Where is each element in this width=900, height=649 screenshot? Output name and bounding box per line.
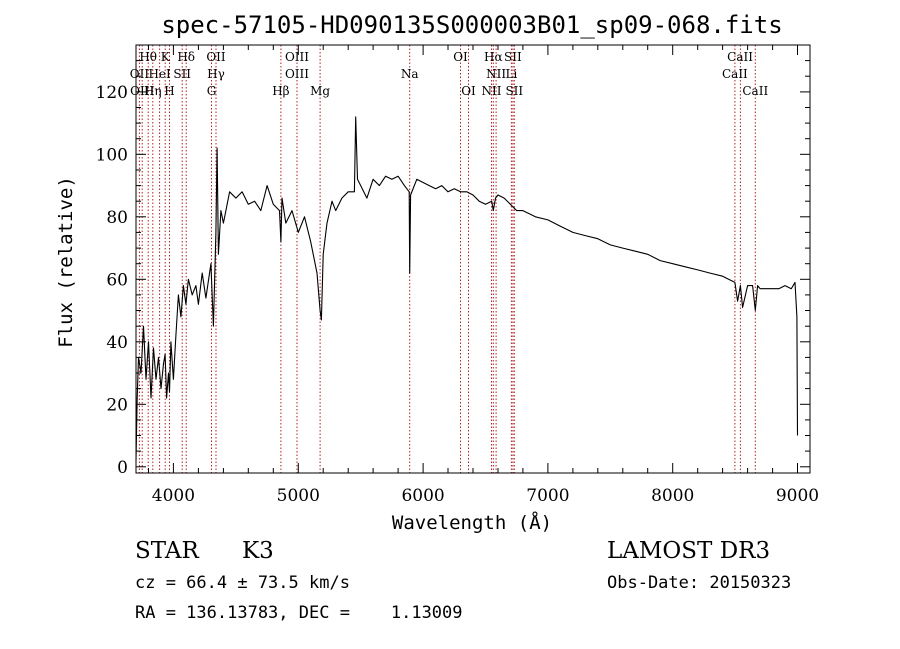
x-tick-label: 5000 (277, 486, 320, 506)
line-label: OIII (285, 50, 309, 64)
line-label: OI (461, 84, 476, 98)
survey-name: LAMOST DR3 (607, 538, 771, 564)
line-label: CaII (722, 67, 748, 81)
x-tick-label: 9000 (776, 486, 819, 506)
line-label: Li (505, 67, 517, 81)
line-label: K (161, 50, 171, 64)
axes: 4000 5000 6000 7000 8000 9000 0 20 40 60 80 100 120 (96, 45, 819, 506)
line-label: OII (130, 67, 150, 81)
y-tick-label: 80 (106, 208, 128, 228)
line-label: Hγ (207, 67, 225, 81)
x-axis-label: Wavelength (Å) (392, 511, 552, 534)
line-label: CaII (742, 84, 768, 98)
y-tick-label: 40 (106, 333, 128, 353)
x-tick-label: 7000 (526, 486, 569, 506)
line-label: NII (486, 67, 506, 81)
line-label: H (164, 84, 174, 98)
coordinates-text: RA = 136.13783, DEC = 1.13009 (135, 603, 463, 623)
y-tick-label: 60 (106, 270, 128, 290)
line-label: G (207, 84, 217, 98)
line-label: Hα (484, 50, 503, 64)
x-tick-label: 4000 (152, 486, 195, 506)
y-axis-label: Flux (relative) (55, 176, 77, 348)
spectrum-line (135, 116, 799, 461)
plot-frame (135, 44, 811, 474)
chart-title: spec-57105-HD090135S000003B01_sp09-068.f… (161, 11, 782, 39)
y-tick-label: 0 (117, 458, 128, 478)
spectral-line-markers (138, 45, 756, 473)
y-tick-label: 20 (106, 395, 128, 415)
line-label: Hθ (139, 50, 157, 64)
line-label: SII (505, 84, 523, 98)
line-label: Hη (144, 84, 162, 98)
line-label: SII (173, 67, 191, 81)
object-subclass: K3 (242, 538, 274, 564)
x-tick-label: 6000 (401, 486, 444, 506)
y-tick-label: 120 (96, 83, 128, 103)
x-tick-label: 8000 (651, 486, 694, 506)
line-label: SII (504, 50, 522, 64)
object-class: STAR (135, 538, 199, 564)
line-label: Mg (310, 84, 330, 98)
line-label: OI (453, 50, 468, 64)
line-label: NII (482, 84, 502, 98)
line-label: Hβ (272, 84, 289, 98)
redshift-text: cz = 66.4 ± 73.5 km/s (135, 573, 350, 593)
line-label: Hδ (177, 50, 195, 64)
line-label: HeI (148, 67, 171, 81)
line-label: Na (401, 67, 419, 81)
obs-date-text: Obs-Date: 20150323 (607, 573, 792, 593)
y-tick-label: 100 (96, 145, 128, 165)
line-label: OII (206, 50, 226, 64)
line-label: CaII (727, 50, 753, 64)
line-label: OIII (285, 67, 309, 81)
